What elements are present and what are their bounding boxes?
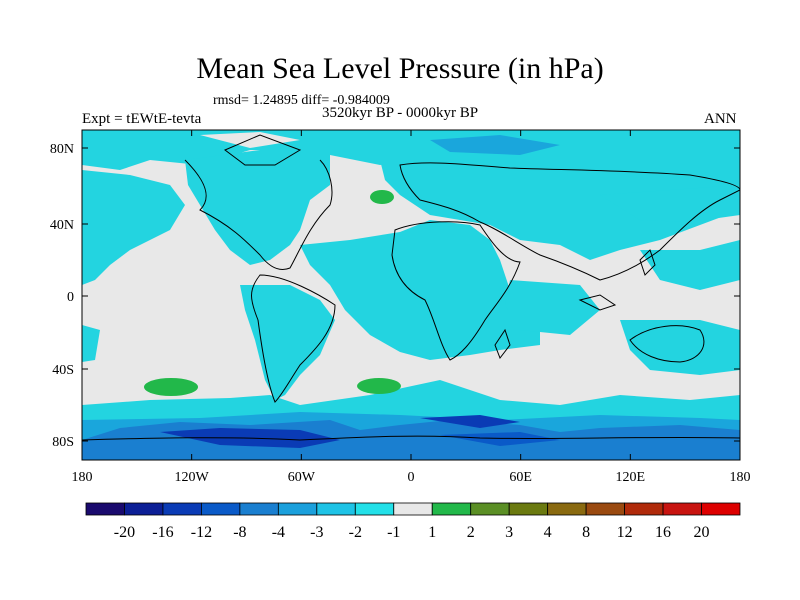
lat-tick-label: 40S [52,363,74,378]
colorbar-label: -2 [349,524,362,541]
colorbar-swatch [354,502,395,516]
colorbar-label: -1 [387,524,400,541]
colorbar-swatch [470,502,510,516]
colorbar-swatch [239,502,279,516]
colorbar-swatch [624,502,664,516]
lon-tick-label: 180 [72,470,93,485]
west-pacific-cyan-region [640,240,740,290]
colorbar-swatch [85,502,125,516]
colorbar-swatch [201,502,241,516]
south-pacific-west-cyan [82,325,100,362]
colorbar-swatch [701,502,741,516]
lon-tick-label: 120E [616,470,646,485]
colorbar-label: 20 [694,524,710,541]
colorbar-label: 2 [467,524,475,541]
map-plot-area [82,130,740,460]
colorbar-swatch [508,502,549,516]
australia-cyan-region [620,320,740,375]
north-atlantic-green-anomaly [370,190,394,204]
lon-tick-label: 180 [730,470,751,485]
coastlines [82,134,740,441]
lon-tick-label: 0 [408,470,415,485]
latitude-axis: 80N 40N 0 40S 80S [50,142,740,450]
lat-tick-label: 80N [50,142,74,157]
longitude-axis: 180 120W 60W 0 60E 120E 180 [72,130,751,485]
colorbar-label: -3 [310,524,323,541]
colorbar-swatch [662,502,702,516]
indian-ocean-cyan-region [505,280,600,335]
lat-tick-label: 0 [67,290,74,305]
south-america-cyan-region [240,285,335,400]
north-america-cyan-region [185,150,330,265]
tropical-atlantic-africa-cyan [300,220,540,360]
colorbar-label: 3 [505,524,513,541]
north-pacific-cyan-region [82,170,185,285]
greenland-neutral-patch [200,132,300,148]
lon-tick-label: 120W [175,470,210,485]
colorbar-swatch [162,502,202,516]
colorbar-swatch [316,502,356,516]
colorbar-label: -4 [272,524,285,541]
colorbar-label: 1 [428,524,436,541]
colorbar-label: 12 [617,524,633,541]
colorbar-swatch [547,502,587,516]
colorbar-swatch [585,502,625,516]
north-pacific-east-cyan [600,185,740,222]
colorbar-label: -20 [114,524,135,541]
colorbar-label: -12 [191,524,212,541]
colorbar-label: 4 [544,524,552,541]
season-label: ANN [704,111,737,127]
period-text: 3520kyr BP - 0000kyr BP [322,105,479,121]
lon-tick-label: 60W [288,470,316,485]
arctic-blue-patch [430,135,560,155]
colorbar-label: -16 [152,524,173,541]
lat-tick-label: 80S [52,435,74,450]
stats-text: rmsd= 1.24895 diff= -0.984009 [213,93,390,108]
lat-tick-label: 40N [50,218,74,233]
colorbar-swatch [393,502,433,516]
colorbar: -20 -16 -12 -8 -4 -3 -2 -1 1 2 3 4 8 12 16 20 [85,502,741,541]
colorbar-label: -8 [233,524,246,541]
south-atlantic-green-anomaly [357,378,401,394]
antarctic-blue-patch [440,432,560,446]
map-title: Mean Sea Level Pressure (in hPa) [196,52,604,85]
eurasia-cyan-region [380,160,740,260]
antarctic-darkblue-patch-east [420,415,520,428]
colorbar-swatch [431,502,472,516]
experiment-label: Expt = tEWtE-tevta [82,111,202,127]
colorbar-swatch [277,502,318,516]
colorbar-swatch [124,502,164,516]
colorbar-label: 16 [655,524,671,541]
colorbar-label: 8 [582,524,590,541]
south-pacific-green-anomaly [144,378,198,396]
lon-tick-label: 60E [509,470,532,485]
